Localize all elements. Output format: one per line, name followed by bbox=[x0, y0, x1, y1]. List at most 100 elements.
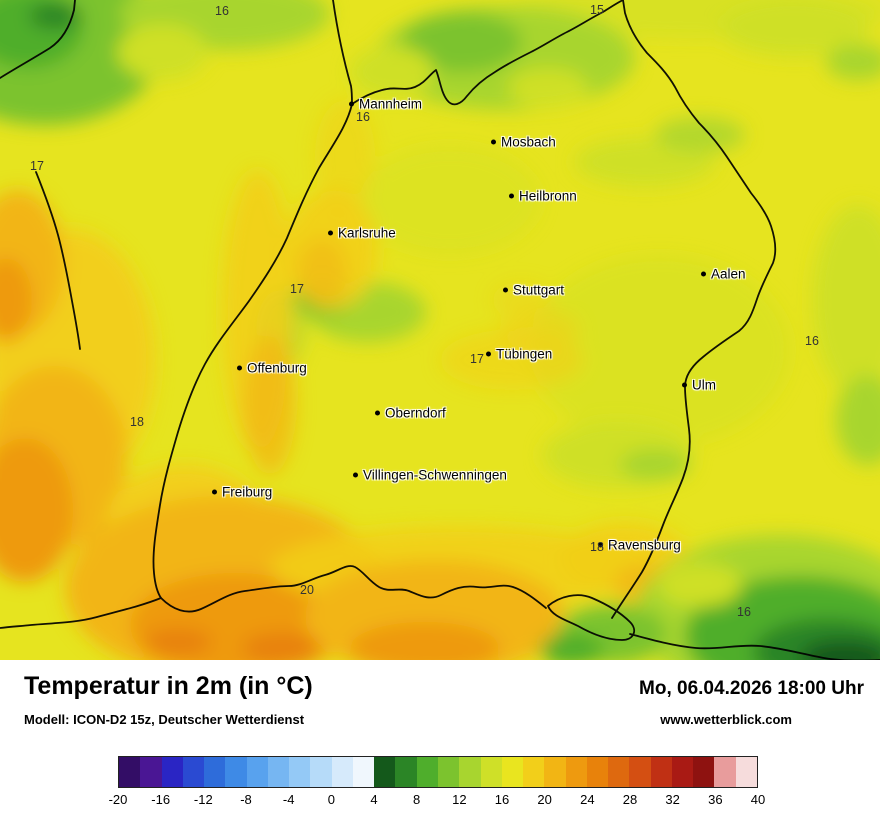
scale-color-block bbox=[544, 757, 566, 787]
border-north bbox=[351, 0, 624, 106]
scale-color-block bbox=[693, 757, 715, 787]
scale-tick-label: 20 bbox=[537, 792, 552, 807]
city-label: Oberndorf bbox=[385, 405, 446, 421]
city-dot bbox=[212, 489, 217, 495]
scale-color-block bbox=[650, 757, 672, 787]
website-text: www.wetterblick.com bbox=[660, 712, 792, 727]
scale-color-block bbox=[523, 757, 545, 787]
scale-tick-label: -8 bbox=[240, 792, 252, 807]
city-heilbronn: Heilbronn bbox=[509, 189, 577, 204]
scale-color-block bbox=[586, 757, 609, 787]
border-austria bbox=[629, 633, 880, 660]
scale-color-block bbox=[608, 757, 630, 787]
city-label: Ulm bbox=[692, 377, 716, 393]
scale-tick-label: 28 bbox=[622, 792, 638, 807]
scale-tick-label: -20 bbox=[108, 792, 128, 807]
city-label: Mosbach bbox=[501, 134, 556, 150]
city-dot bbox=[349, 101, 354, 107]
city-dot bbox=[503, 287, 508, 293]
city-dot bbox=[509, 193, 514, 199]
scale-tick-label: -16 bbox=[151, 792, 171, 807]
map-label-layer: Mannheim Mosbach Heilbronn Karlsruhe Stuttga… bbox=[30, 3, 819, 619]
scale-tick-label: 4 bbox=[370, 792, 378, 807]
border-hesse bbox=[332, 0, 353, 105]
city-mosbach: Mosbach bbox=[491, 135, 556, 150]
map-area: Mannheim Mosbach Heilbronn Karlsruhe Stuttga… bbox=[0, 0, 880, 660]
temperature-value-label: 18 bbox=[590, 540, 604, 554]
city-label: Villingen-Schwenningen bbox=[363, 467, 507, 483]
border-east bbox=[611, 0, 777, 619]
temperature-value-label: 18 bbox=[130, 415, 144, 429]
scale-color-block bbox=[437, 757, 460, 787]
city-label: Karlsruhe bbox=[338, 225, 396, 241]
city-dot bbox=[353, 472, 358, 478]
scale-bar bbox=[118, 756, 758, 788]
scale-color-block bbox=[416, 757, 438, 787]
temperature-value-label: 15 bbox=[590, 3, 604, 17]
temperature-value-label: 16 bbox=[356, 110, 370, 124]
scale-color-block bbox=[204, 757, 226, 787]
city-oberndorf: Oberndorf bbox=[375, 406, 446, 421]
scale-color-block bbox=[182, 757, 205, 787]
scale-tick-label: -12 bbox=[193, 792, 213, 807]
scale-tick-label: 16 bbox=[494, 792, 510, 807]
city-ravensburg: Ravensburg bbox=[598, 538, 681, 553]
temperature-value-label: 16 bbox=[215, 4, 229, 18]
lake-constance-outline bbox=[547, 594, 636, 641]
scale-tick-label: 12 bbox=[452, 792, 467, 807]
city-label: Tübingen bbox=[496, 346, 553, 362]
city-label: Mannheim bbox=[359, 96, 423, 112]
scale-color-block bbox=[119, 757, 141, 787]
scale-tick-label: -4 bbox=[282, 792, 295, 807]
scale-color-block bbox=[629, 757, 651, 787]
scale-color-block bbox=[352, 757, 375, 787]
scale-color-block bbox=[310, 757, 332, 787]
scale-color-block bbox=[395, 757, 417, 787]
model-info: Modell: ICON-D2 15z, Deutscher Wetterdie… bbox=[24, 712, 305, 727]
city-dot bbox=[237, 365, 242, 371]
scale-color-block bbox=[565, 757, 587, 787]
scale-tick-label: 0 bbox=[327, 792, 335, 807]
temperature-value-label: 17 bbox=[290, 282, 304, 296]
city-dot bbox=[682, 382, 687, 388]
scale-tick-label: 40 bbox=[750, 792, 766, 807]
forecast-datetime: Mo, 06.04.2026 18:00 Uhr bbox=[639, 678, 864, 699]
city-villingen-schwenningen: Villingen-Schwenningen bbox=[353, 468, 507, 483]
scale-labels: -20 -16 -12 -8 -4 0 4 8 12 16 20 24 28 32 36 40 bbox=[109, 792, 766, 810]
map-title: Temperatur in 2m (in °C) bbox=[24, 672, 313, 700]
temperature-value-label: 17 bbox=[470, 352, 484, 366]
scale-color-block bbox=[480, 757, 502, 787]
city-dot bbox=[701, 271, 706, 277]
city-dot bbox=[328, 230, 333, 236]
city-mannheim: Mannheim bbox=[349, 97, 422, 112]
city-karlsruhe: Karlsruhe bbox=[328, 226, 396, 241]
temperature-value-label: 17 bbox=[30, 159, 44, 173]
city-label: Offenburg bbox=[247, 360, 307, 376]
city-dot bbox=[491, 139, 496, 145]
temperature-value-label: 16 bbox=[805, 334, 819, 348]
border-swiss-west bbox=[0, 597, 162, 629]
scale-tick-label: 32 bbox=[665, 792, 680, 807]
color-scale: -20 -16 -12 -8 -4 0 4 8 12 16 20 24 28 32 36 40 bbox=[109, 756, 766, 810]
scale-color-block bbox=[374, 757, 396, 787]
city-dot bbox=[598, 542, 603, 548]
map-svg bbox=[0, 0, 880, 660]
scale-color-block bbox=[459, 757, 481, 787]
scale-tick-label: 36 bbox=[708, 792, 723, 807]
border-france-1 bbox=[35, 171, 81, 350]
city-ulm: Ulm bbox=[682, 378, 716, 393]
scale-color-block bbox=[246, 757, 268, 787]
scale-color-block bbox=[140, 757, 162, 787]
scale-tick-label: 24 bbox=[580, 792, 595, 807]
scale-tick-label: 8 bbox=[413, 792, 421, 807]
city-offenburg: Offenburg bbox=[237, 361, 307, 376]
city-t-bingen: Tübingen bbox=[486, 347, 552, 362]
temperature-value-label: 16 bbox=[737, 605, 751, 619]
border-france-2 bbox=[0, 0, 76, 79]
scale-color-block bbox=[735, 757, 757, 787]
scale-color-block bbox=[225, 757, 247, 787]
border-rhine bbox=[152, 103, 353, 599]
city-stuttgart: Stuttgart bbox=[503, 283, 564, 298]
border-lines bbox=[0, 0, 880, 660]
